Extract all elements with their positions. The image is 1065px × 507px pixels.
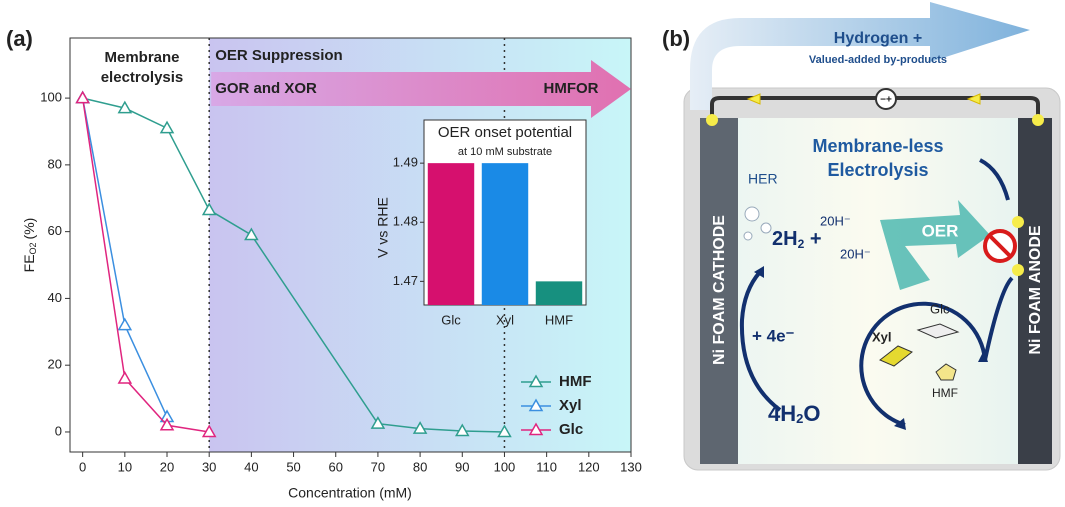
hydroxide-label: 20H⁻ <box>820 213 851 228</box>
contact-glow <box>1032 114 1044 126</box>
h2-label: 2H2 + <box>772 228 822 251</box>
y-tick-label: 40 <box>48 290 62 305</box>
inset-subtitle: at 10 mM substrate <box>458 146 552 158</box>
y-label-unit: (%) <box>21 218 37 240</box>
x-tick-label: 130 <box>620 459 642 474</box>
h2-post: + <box>804 228 821 250</box>
y-axis-label: FEO2 (%) <box>21 218 39 273</box>
figure: (a) Concentration (mM) FEO2(%) (b) Hydro… <box>0 0 1065 507</box>
x-tick-label: Glc <box>441 312 461 327</box>
series-line <box>83 98 167 417</box>
x-tick-label: Xyl <box>496 312 514 327</box>
contact-glow <box>1012 264 1024 276</box>
x-tick-label: 10 <box>118 459 132 474</box>
bubble <box>745 207 759 221</box>
data-point <box>119 373 131 384</box>
x-tick-label: HMF <box>545 312 573 327</box>
legend-label: Glc <box>559 421 583 438</box>
y-tick-label: 1.47 <box>393 273 418 288</box>
x-tick-label: 80 <box>413 459 427 474</box>
y-tick-label: 80 <box>48 156 62 171</box>
substrate-label: HMF <box>932 386 958 400</box>
x-tick-label: 30 <box>202 459 216 474</box>
annotation: electrolysis <box>101 69 184 86</box>
circuit-sign: −+ <box>880 95 892 106</box>
x-axis-label: Concentration (mM) <box>288 485 412 501</box>
panel-label: (a) <box>6 26 33 51</box>
y-tick-label: 60 <box>48 223 62 238</box>
contact-glow <box>1012 216 1024 228</box>
x-tick-label: 100 <box>494 459 516 474</box>
electron-label: + 4e⁻ <box>752 326 795 345</box>
y-tick-label: 1.48 <box>393 214 418 229</box>
bar <box>482 163 528 305</box>
arrow-subtitle: Valued-added by-products <box>809 54 947 66</box>
x-tick-label: 120 <box>578 459 600 474</box>
annotation: Membrane <box>104 49 179 66</box>
series-line <box>83 98 210 432</box>
h2-pre: 2H <box>772 228 798 250</box>
y-tick-label: 100 <box>40 90 62 105</box>
x-tick-label: 70 <box>371 459 385 474</box>
x-tick-label: 90 <box>455 459 469 474</box>
water-label: 4H2O <box>768 401 820 427</box>
data-point <box>161 122 173 132</box>
hydroxide-label: 20H⁻ <box>840 246 871 261</box>
inset-title: OER onset potential <box>438 124 572 141</box>
panel-b: (b) Hydrogen + Valued-added by-products … <box>662 2 1060 470</box>
x-tick-label: 0 <box>79 459 86 474</box>
arrow-title: Hydrogen + <box>834 30 922 47</box>
x-tick-label: 50 <box>286 459 300 474</box>
oer-label: OER <box>922 221 959 240</box>
data-point <box>119 319 131 330</box>
y-tick-label: 20 <box>48 357 62 372</box>
substrate-label: Xyl <box>872 329 892 344</box>
x-tick-label: 60 <box>329 459 343 474</box>
bar <box>536 281 582 305</box>
her-label: HER <box>748 171 778 187</box>
legend-label: Xyl <box>559 397 582 414</box>
cathode-label: Ni FOAM CATHODE <box>711 215 728 365</box>
y-label-sub: O2 <box>28 242 38 254</box>
bar <box>428 163 474 305</box>
water-post: O <box>803 401 820 426</box>
inset-y-label: V vs RHE <box>375 197 391 258</box>
x-tick-label: 40 <box>244 459 258 474</box>
x-tick-label: 110 <box>536 459 557 474</box>
annotation: OER Suppression <box>215 47 343 64</box>
annotation: HMFOR <box>544 80 599 97</box>
panel-label: (b) <box>662 26 690 51</box>
y-label-main: FE <box>21 254 37 272</box>
x-tick-label: 20 <box>160 459 174 474</box>
substrate-label: Glc <box>930 301 950 316</box>
data-point <box>77 92 89 103</box>
y-tick-label: 1.49 <box>393 155 418 170</box>
bubble <box>761 223 771 233</box>
legend-label: HMF <box>559 373 592 390</box>
center-title: Electrolysis <box>827 160 928 180</box>
bubble <box>744 232 752 240</box>
annotation: GOR and XOR <box>215 80 317 97</box>
water-sub: 2 <box>796 411 803 426</box>
anode-label: Ni FOAM ANODE <box>1027 225 1044 355</box>
contact-glow <box>706 114 718 126</box>
y-tick-label: 0 <box>55 423 62 438</box>
center-title: Membrane-less <box>812 136 943 156</box>
water-pre: 4H <box>768 401 796 426</box>
